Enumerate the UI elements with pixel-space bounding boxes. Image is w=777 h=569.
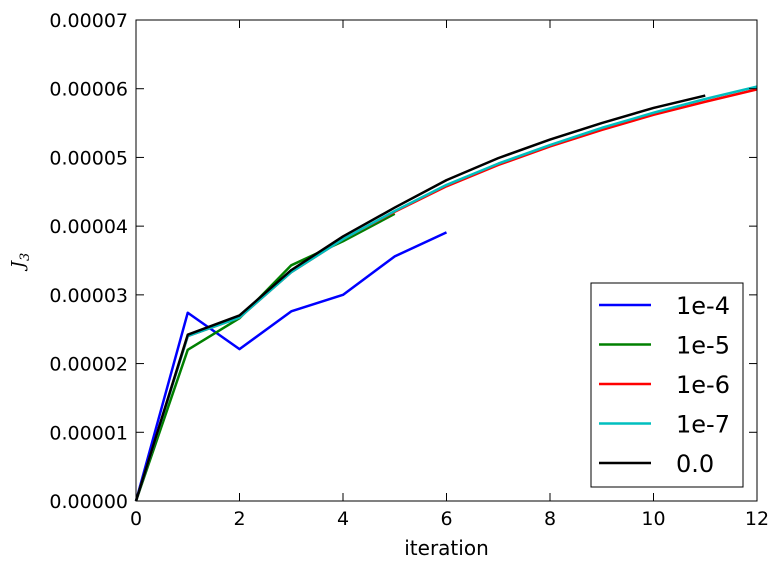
x-tick-label: 0 bbox=[130, 508, 142, 530]
x-tick-label: 8 bbox=[544, 508, 556, 530]
y-tick-label: 0.00003 bbox=[49, 285, 128, 307]
x-tick-label: 6 bbox=[440, 508, 452, 530]
y-axis-label-subscript: 3 bbox=[18, 253, 33, 261]
series-line-3 bbox=[134, 85, 758, 502]
y-tick-label: 0.00007 bbox=[49, 10, 128, 32]
x-tick-label: 12 bbox=[745, 508, 769, 530]
legend: 1e-4 1e-5 1e-6 1e-7 0.0 bbox=[590, 282, 744, 488]
x-tick-label: 4 bbox=[337, 508, 349, 530]
y-axis-label-base: J bbox=[8, 259, 29, 272]
y-axis-label: J3 bbox=[8, 253, 33, 273]
y-tick-label: 0.00006 bbox=[49, 79, 128, 101]
axis-ticks: 0 2 4 6 8 10 12 0.00000 0.00001 0.00002 0.00003 0.0… bbox=[49, 10, 769, 530]
legend-label: 1e-4 bbox=[676, 292, 730, 320]
y-tick-label: 0.00004 bbox=[49, 216, 128, 238]
x-axis-label: iteration bbox=[404, 536, 489, 560]
legend-label: 1e-5 bbox=[676, 332, 730, 360]
series-line-4 bbox=[134, 94, 706, 502]
y-tick-label: 0.00005 bbox=[49, 147, 128, 169]
y-tick-label: 0.00001 bbox=[49, 422, 128, 444]
plot-lines bbox=[134, 85, 758, 502]
legend-label: 0.0 bbox=[676, 450, 714, 478]
y-tick-label: 0.00000 bbox=[49, 491, 128, 513]
series-line-0 bbox=[134, 231, 448, 502]
legend-label: 1e-7 bbox=[676, 411, 730, 439]
x-tick-label: 10 bbox=[641, 508, 665, 530]
y-tick-label: 0.00002 bbox=[49, 354, 128, 376]
legend-label: 1e-6 bbox=[676, 371, 730, 399]
x-tick-label: 2 bbox=[233, 508, 245, 530]
